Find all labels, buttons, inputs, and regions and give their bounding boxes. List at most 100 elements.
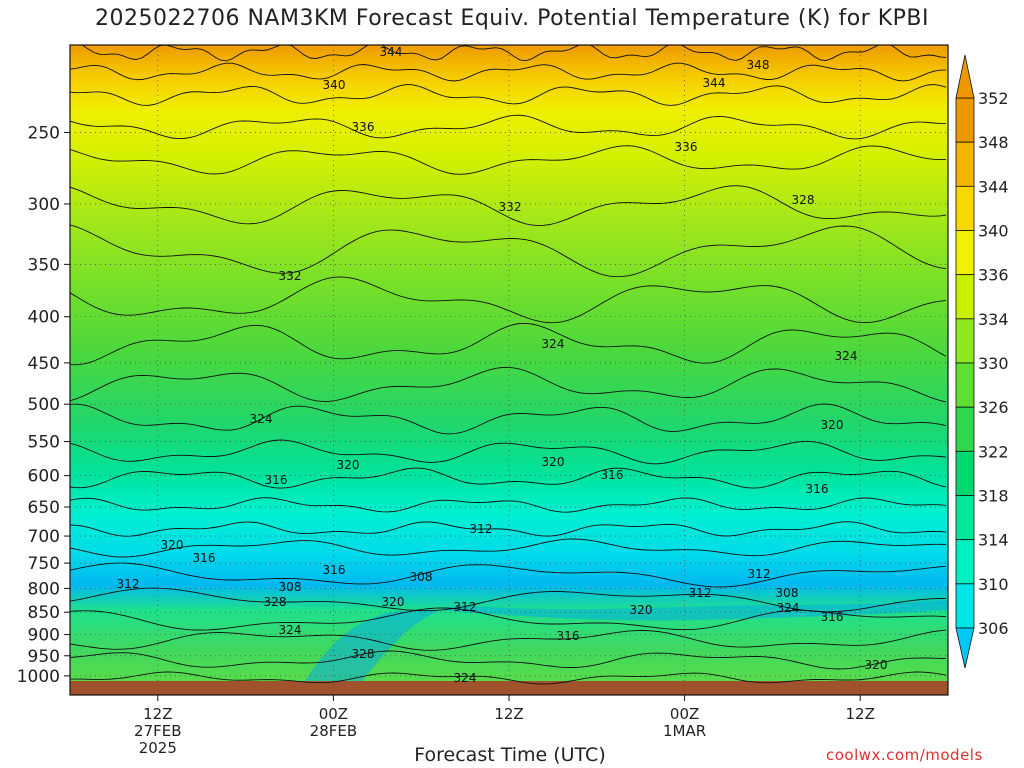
contour-label: 320: [865, 658, 888, 672]
contour-line: [70, 629, 947, 651]
contour-line: [70, 84, 947, 106]
colorbar-bottom-arrow: [955, 627, 975, 669]
colorbar-segment: [955, 141, 975, 187]
contour-label: 332: [279, 269, 302, 283]
y-tick-label: 400: [28, 308, 60, 328]
contour-label: 324: [250, 412, 273, 426]
contour-label: 312: [748, 567, 771, 581]
colorbar-label: 352: [978, 89, 1009, 108]
y-tick-label: 450: [28, 354, 60, 374]
contour-label: 316: [323, 563, 346, 577]
colorbar-label: 340: [978, 222, 1009, 241]
contour-label: 320: [161, 538, 184, 552]
contour-line: [70, 62, 947, 82]
colorbar-label: 344: [978, 177, 1009, 196]
colorbar-segment: [955, 583, 975, 629]
colorbar-segment: [955, 230, 975, 276]
y-tick-label: 1000: [17, 667, 60, 687]
y-tick-label: 300: [28, 195, 60, 215]
contour-label: 316: [193, 551, 216, 565]
contour-label: 344: [380, 45, 403, 59]
colorbar-label: 318: [978, 487, 1009, 506]
contour-label: 308: [776, 586, 799, 600]
x-tick-label: 28FEB: [310, 722, 357, 740]
contour-label: 324: [454, 671, 477, 685]
contour-line: [70, 538, 947, 558]
colorbar-segment: [955, 185, 975, 231]
contour-label: 328: [792, 193, 815, 207]
terrain-strip: [70, 681, 948, 695]
contour-line: [70, 224, 947, 278]
colorbar-segment: [955, 362, 975, 408]
contour-label: 320: [382, 595, 405, 609]
colorbar-label: 322: [978, 442, 1009, 461]
colorbar-label: 330: [978, 354, 1009, 373]
x-tick-label: 12Z: [494, 705, 523, 723]
y-tick-label: 950: [28, 647, 60, 667]
contour-label: 316: [601, 468, 624, 482]
y-tick-label: 650: [28, 498, 60, 518]
contour-line: [70, 403, 947, 435]
y-tick-label: 350: [28, 255, 60, 275]
contour-label: 324: [542, 337, 565, 351]
colorbar-label: 310: [978, 575, 1009, 594]
contour-line: [70, 467, 947, 489]
y-tick-label: 700: [28, 527, 60, 547]
x-tick-label: 12Z: [846, 705, 875, 723]
contour-line: [70, 607, 947, 631]
contour-label: 316: [821, 610, 844, 624]
contour-label: 320: [821, 418, 844, 432]
x-tick-label: 1MAR: [663, 722, 706, 740]
contour-label: 324: [777, 601, 800, 615]
colorbar-label: 336: [978, 266, 1009, 285]
low-theta-e-band: [296, 600, 948, 695]
colorbar-label: 348: [978, 133, 1009, 152]
y-tick-label: 250: [28, 123, 60, 143]
contour-label: 328: [352, 647, 375, 661]
contour-label: 348: [747, 58, 770, 72]
contour-label: 344: [703, 76, 726, 90]
colorbar-segment: [955, 318, 975, 364]
contour-label: 324: [279, 623, 302, 637]
colorbar-segment: [955, 97, 975, 143]
y-tick-label: 500: [28, 395, 60, 415]
contour-line: [70, 276, 947, 324]
x-tick-label: 27FEB: [134, 722, 181, 740]
contour-label: 312: [689, 586, 712, 600]
contour-label: 308: [279, 580, 302, 594]
contour-label: 324: [835, 349, 858, 363]
contour-line: [70, 366, 947, 403]
contour-line: [70, 521, 947, 537]
contour-label: 320: [337, 458, 360, 472]
colorbar-label: 334: [978, 310, 1009, 329]
contour-line: [80, 45, 947, 62]
colorbar-label: 314: [978, 531, 1009, 550]
contour-line: [70, 650, 947, 670]
contour-line: [70, 587, 947, 613]
y-tick-label: 900: [28, 626, 60, 646]
contour-label: 336: [675, 140, 698, 154]
y-tick-label: 800: [28, 579, 60, 599]
colorbar-label: 326: [978, 398, 1009, 417]
colorbar-segment: [955, 406, 975, 452]
colorbar-segment: [955, 539, 975, 585]
y-tick-label: 750: [28, 554, 60, 574]
contour-line: [70, 497, 947, 513]
chart-title: 2025022706 NAM3KM Forecast Equiv. Potent…: [95, 6, 929, 31]
contour-label: 312: [470, 522, 493, 536]
y-tick-label: 550: [28, 433, 60, 453]
colorbar-top-arrow: [955, 54, 975, 99]
x-tick-label: 12Z: [143, 705, 172, 723]
colorbar-segment: [955, 495, 975, 541]
contour-line: [70, 114, 947, 140]
colorbar-segment: [955, 274, 975, 320]
contour-line: [70, 185, 947, 227]
colorbar-label: 306: [978, 619, 1009, 638]
contour-line: [70, 671, 947, 685]
contour-label: 332: [499, 200, 522, 214]
y-tick-label: 600: [28, 467, 60, 487]
y-tick-label: 850: [28, 603, 60, 623]
contour-label: 336: [352, 120, 375, 134]
contour-label: 320: [630, 603, 653, 617]
contour-label: 340: [323, 78, 346, 92]
